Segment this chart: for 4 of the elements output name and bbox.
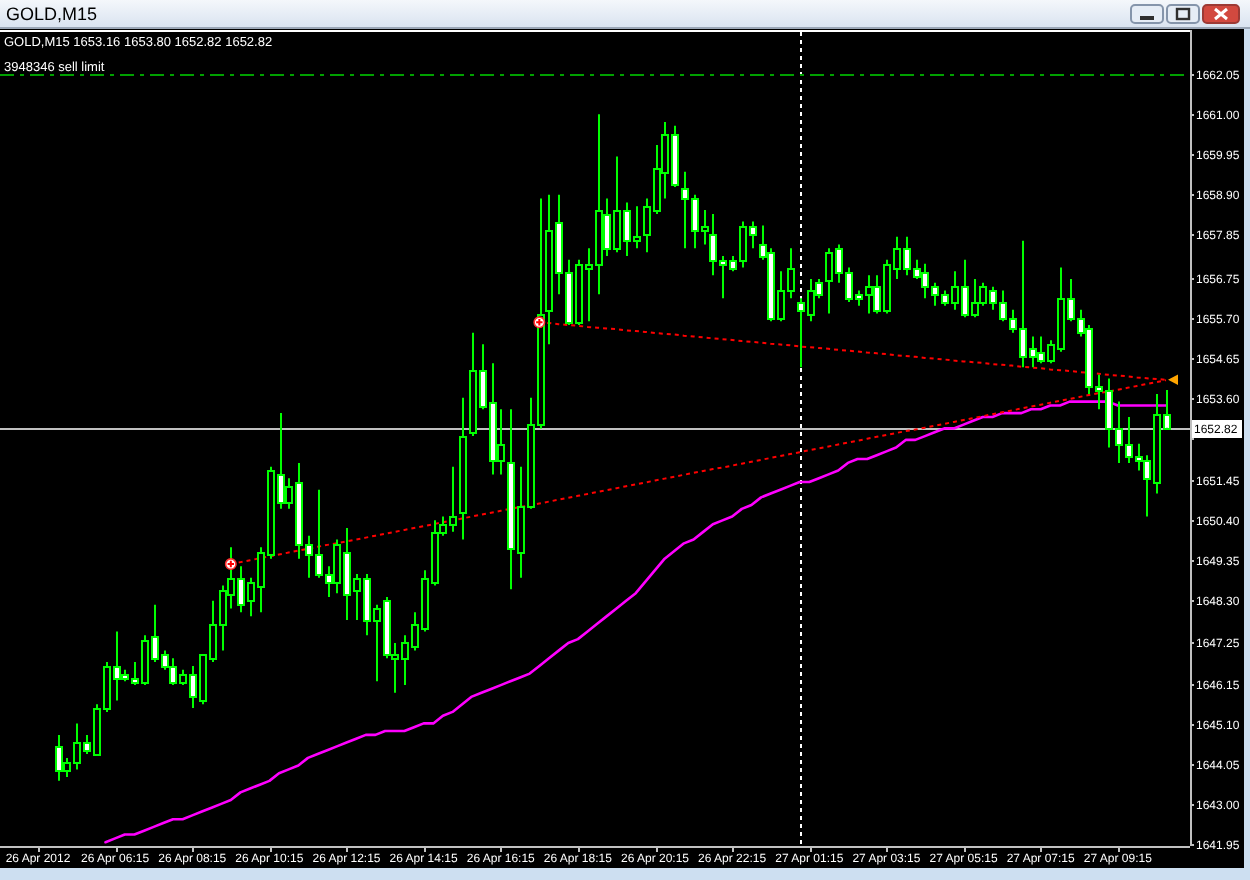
chart-title: GOLD,M15 [6, 4, 98, 24]
candlestick [55, 733, 63, 782]
line-series [104, 400, 1168, 844]
candlestick [459, 396, 467, 541]
